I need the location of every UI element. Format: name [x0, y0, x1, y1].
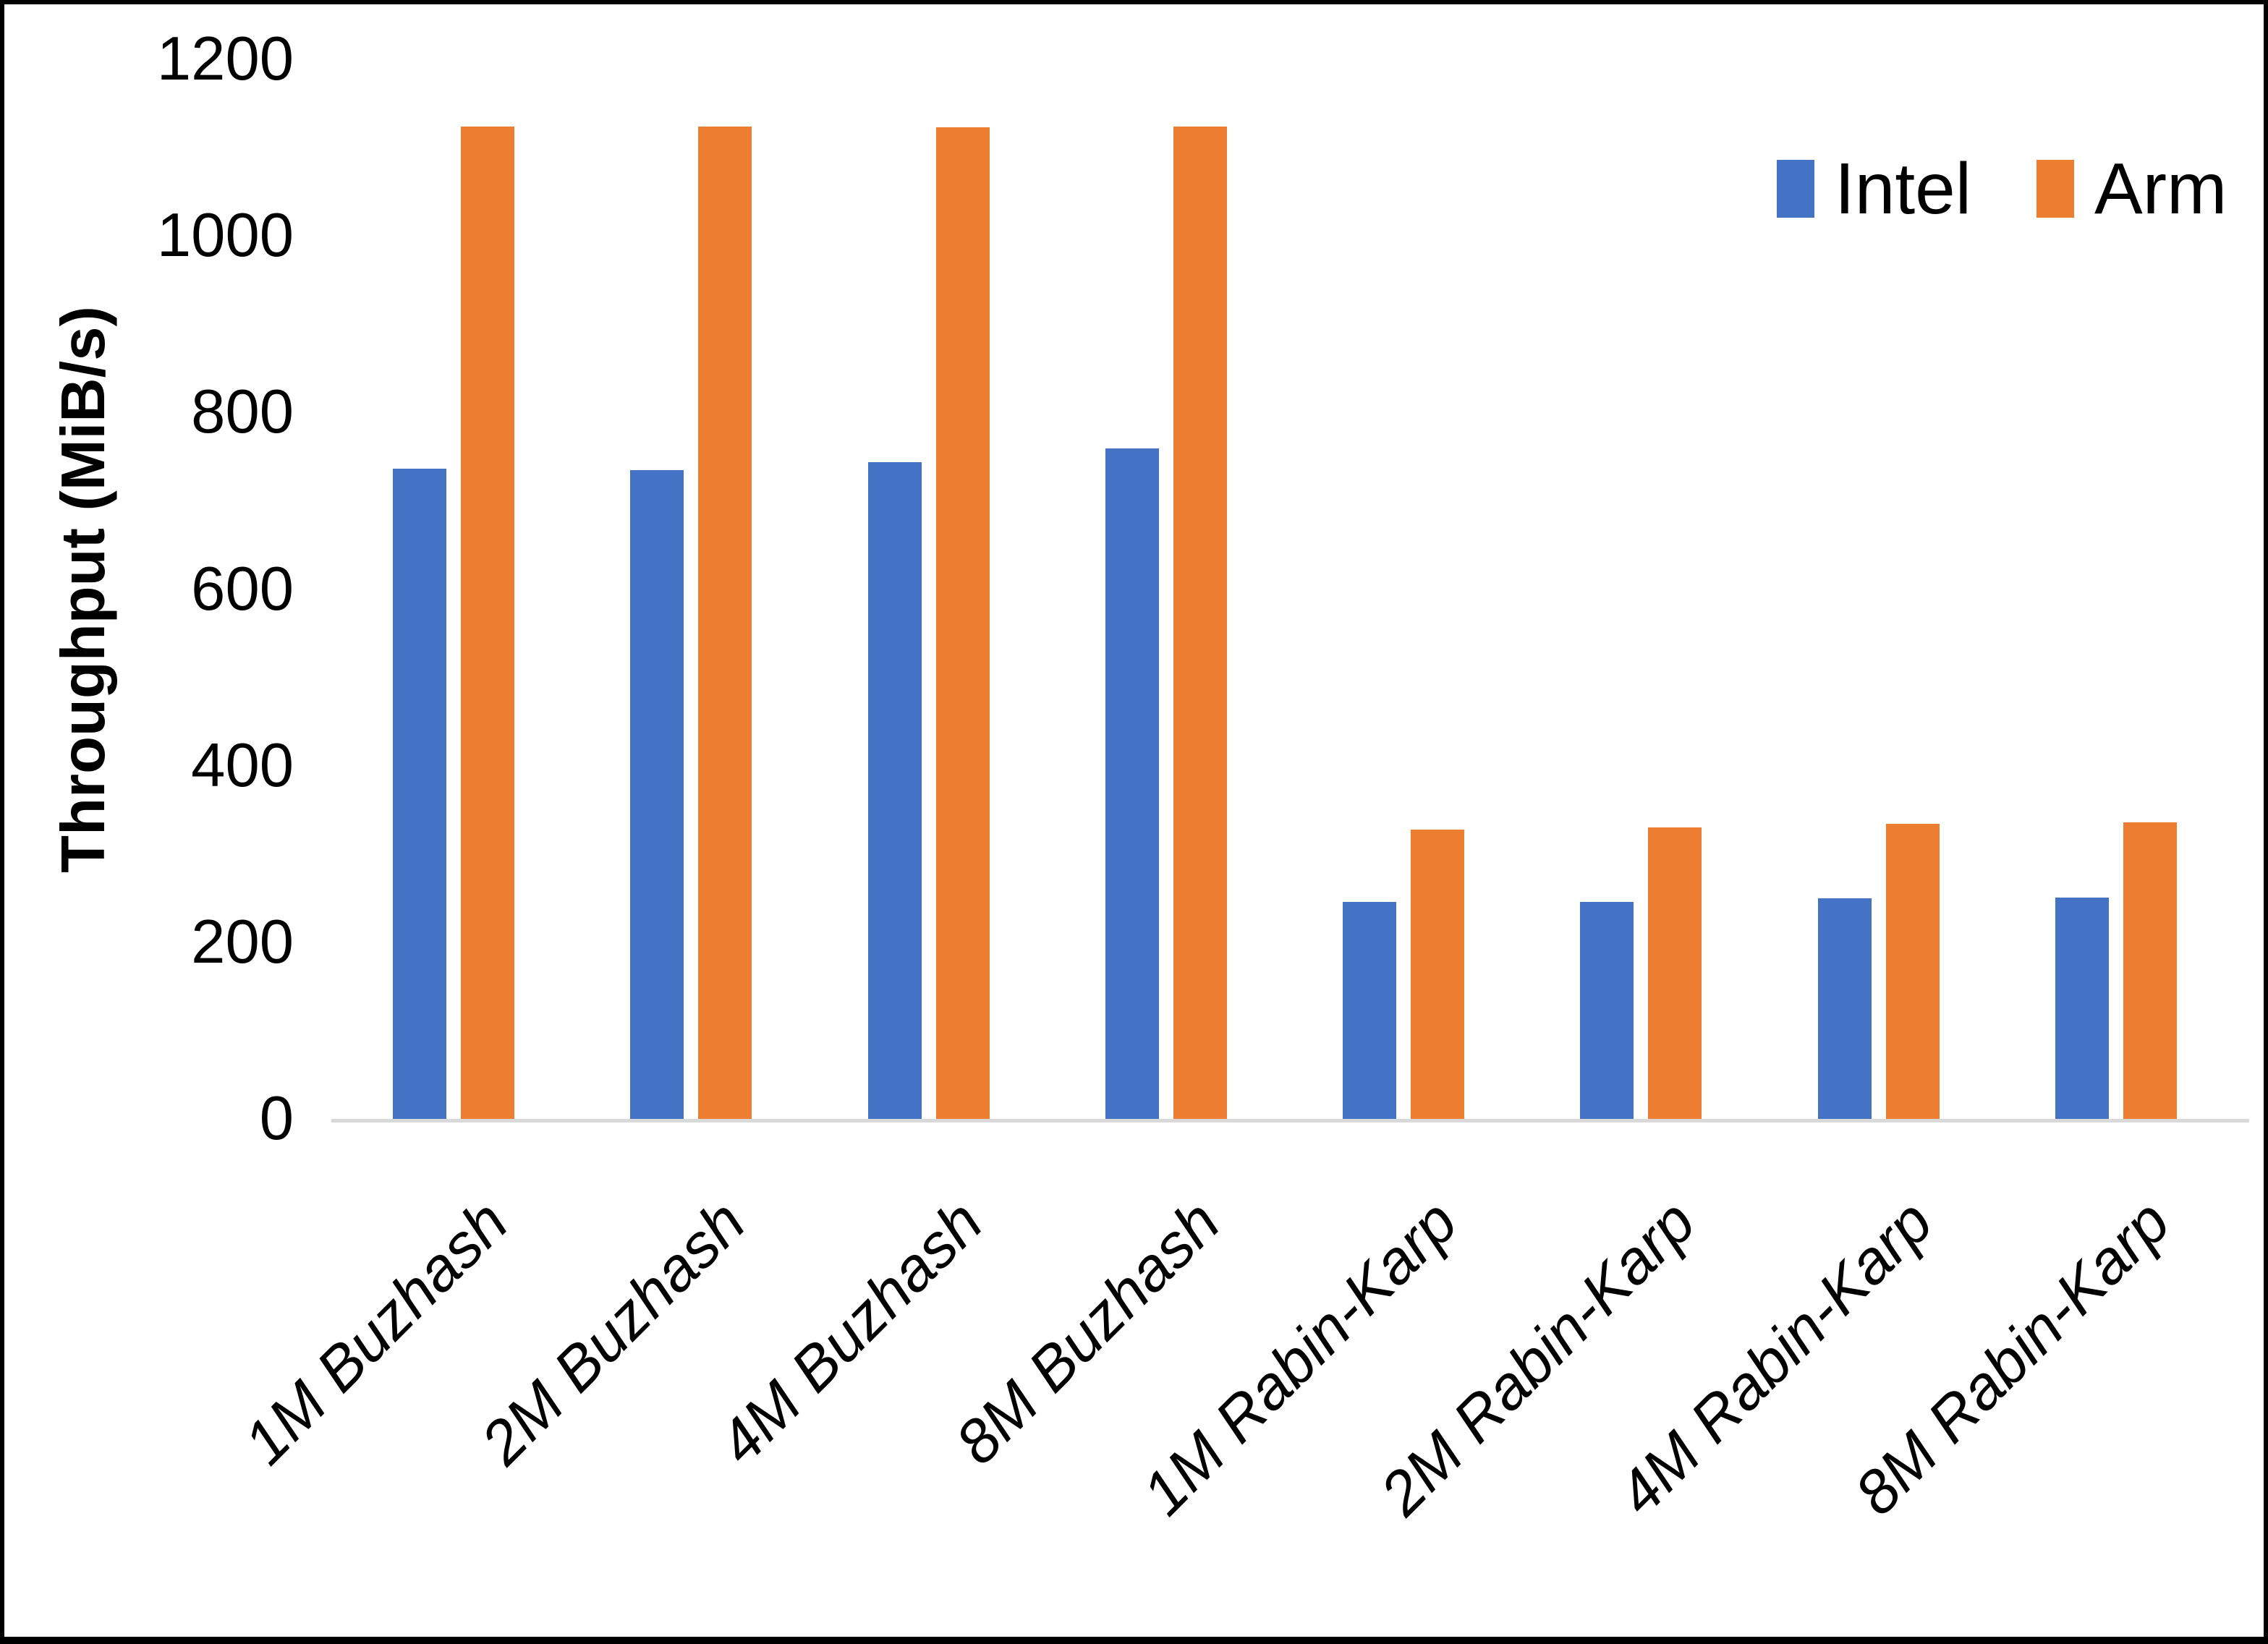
- bar-arm-8m-buzhash: [1173, 126, 1227, 1119]
- y-tick-label-400: 400: [191, 731, 294, 800]
- bar-intel-1m-rabin-karp: [1343, 901, 1397, 1119]
- bar-intel-2m-buzhash: [630, 469, 684, 1119]
- x-axis-line: [331, 1119, 2249, 1123]
- legend: Intel Arm: [1777, 153, 2227, 225]
- bar-intel-8m-rabin-karp: [2055, 897, 2109, 1119]
- legend-swatch-intel: [1777, 160, 1814, 218]
- bar-arm-2m-buzhash: [698, 126, 752, 1119]
- bar-intel-8m-buzhash: [1105, 448, 1159, 1119]
- bar-arm-8m-rabin-karp: [2123, 822, 2177, 1119]
- bar-intel-2m-rabin-karp: [1580, 901, 1634, 1119]
- y-tick-label-800: 800: [191, 378, 294, 447]
- y-tick-label-1000: 1000: [156, 201, 294, 271]
- bar-arm-2m-rabin-karp: [1648, 827, 1702, 1119]
- y-tick-label-200: 200: [191, 907, 294, 976]
- legend-label-arm: Arm: [2094, 148, 2227, 229]
- plot-area: [331, 59, 2249, 1123]
- bar-intel-4m-buzhash: [867, 461, 922, 1119]
- bar-arm-1m-buzhash: [461, 126, 515, 1119]
- y-tick-label-600: 600: [191, 554, 294, 623]
- y-tick-label-0: 0: [259, 1084, 294, 1153]
- legend-item-intel: Intel: [1777, 153, 1971, 225]
- bar-intel-4m-rabin-karp: [1817, 898, 1872, 1119]
- bar-arm-4m-buzhash: [935, 127, 990, 1119]
- legend-label-intel: Intel: [1835, 148, 1972, 229]
- bar-arm-4m-rabin-karp: [1885, 824, 1940, 1119]
- legend-swatch-arm: [2036, 160, 2075, 218]
- bar-arm-1m-rabin-karp: [1411, 829, 1465, 1119]
- legend-item-arm: Arm: [2036, 153, 2227, 225]
- bar-intel-1m-buzhash: [393, 469, 447, 1119]
- y-tick-label-1200: 1200: [156, 25, 294, 93]
